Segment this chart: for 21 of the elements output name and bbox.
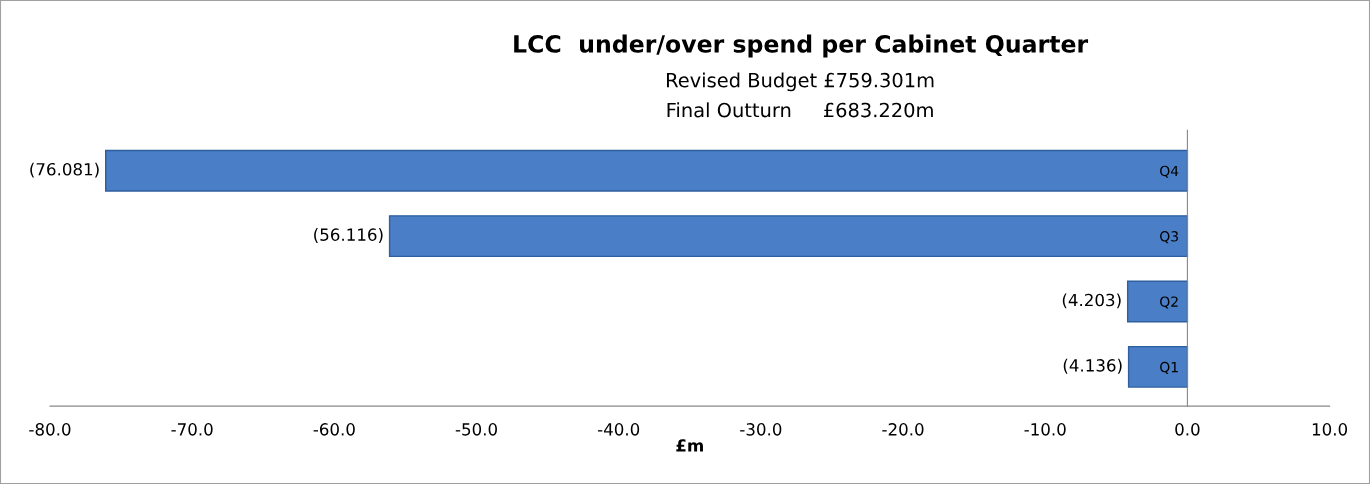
x-tick-label: 0.0: [1175, 423, 1200, 436]
data-label: (4.136): [1063, 358, 1122, 374]
y-tick-label: Q4: [1160, 165, 1179, 178]
x-tick-label: 10.0: [1312, 423, 1348, 436]
y-tick-label: Q1: [1160, 361, 1178, 374]
data-label: (4.203): [1062, 293, 1121, 309]
y-tick-label: Q2: [1160, 296, 1178, 309]
x-tick-label: -60.0: [313, 423, 355, 436]
x-tick-label: -80.0: [29, 423, 71, 436]
data-label: (56.116): [314, 228, 383, 243]
x-tick-label: -20.0: [882, 423, 924, 436]
x-tick-label: -30.0: [740, 423, 782, 436]
x-axis-title: £m: [676, 439, 703, 452]
x-tick-label: -10.0: [1024, 423, 1066, 436]
x-tick-label: -70.0: [171, 423, 213, 436]
x-tick-label: -50.0: [455, 423, 497, 436]
y-tick-label: Q3: [1160, 231, 1178, 244]
x-tick-label: -40.0: [597, 423, 640, 436]
chart-subtitle: Revised Budget £759.301m Final Outturn £683.220m: [667, 72, 934, 118]
chart-title: LCC under/over spend per Cabinet Quarter: [514, 34, 1089, 58]
data-label: (76.081): [30, 162, 99, 178]
